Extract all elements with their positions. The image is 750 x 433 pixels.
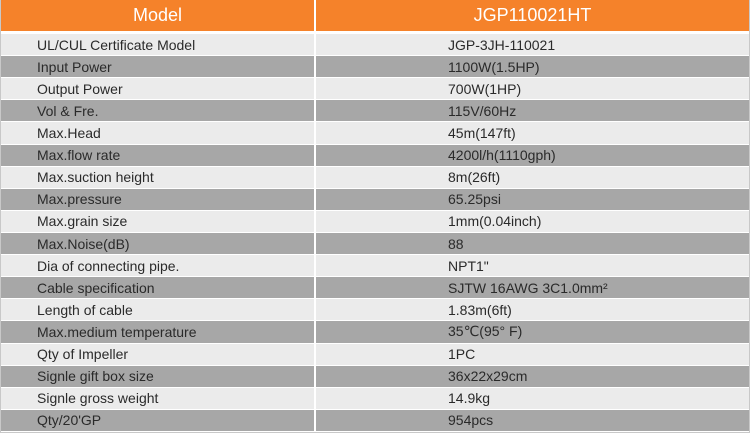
row-value: JGP-3JH-110021 bbox=[448, 36, 556, 53]
table-header-row: Model JGP110021HT bbox=[1, 0, 749, 34]
row-value: 14.9kg bbox=[448, 390, 491, 407]
table-row: Output Power 700W(1HP) bbox=[1, 78, 749, 101]
row-value: 1100W(1.5HP) bbox=[448, 58, 540, 75]
table-row: Qty/20'GP 954pcs bbox=[1, 409, 749, 432]
row-value: 700W(1HP) bbox=[448, 80, 522, 97]
row-label: Qty of Impeller bbox=[1, 343, 316, 365]
row-value: 1.83m(6ft) bbox=[448, 301, 512, 318]
row-label: Signle gift box size bbox=[1, 365, 316, 387]
row-label: Length of cable bbox=[1, 299, 316, 321]
table-row: Qty of Impeller 1PC bbox=[1, 343, 749, 366]
row-label: Vol & Fre. bbox=[1, 100, 316, 122]
table-row: Max.Head 45m(147ft) bbox=[1, 122, 749, 145]
header-label-cell: Model bbox=[1, 0, 316, 31]
row-label: UL/CUL Certificate Model bbox=[1, 34, 316, 56]
row-value: 65.25psi bbox=[448, 191, 501, 208]
row-label: Max.grain size bbox=[1, 210, 316, 232]
table-row: Max.Noise(dB) 88 bbox=[1, 232, 749, 256]
table-row: Signle gross weight 14.9kg bbox=[1, 387, 749, 410]
table-body: UL/CUL Certificate Model JGP-3JH-110021 … bbox=[1, 34, 749, 432]
row-label: Cable specification bbox=[1, 277, 316, 299]
row-label: Signle gross weight bbox=[1, 387, 316, 409]
table-row: Length of cable 1.83m(6ft) bbox=[1, 299, 749, 322]
table-row: Max.grain size 1mm(0.04inch) bbox=[1, 210, 749, 233]
row-label: Qty/20'GP bbox=[1, 409, 316, 431]
row-value: 36x22x29cm bbox=[448, 368, 528, 385]
table-row: Max.medium temperature 35℃(95° F) bbox=[1, 321, 749, 344]
table-row: Cable specification SJTW 16AWG 3C1.0mm² bbox=[1, 277, 749, 300]
row-value: 954pcs bbox=[448, 412, 494, 429]
row-value: 115V/60Hz bbox=[448, 102, 517, 119]
row-value: 88 bbox=[448, 235, 464, 252]
row-value: 35℃(95° F) bbox=[448, 323, 523, 340]
row-value: 45m(147ft) bbox=[448, 124, 516, 141]
header-model-number: JGP110021HT bbox=[473, 5, 592, 25]
row-label: Max.flow rate bbox=[1, 144, 316, 166]
table-row: Max.flow rate 4200l/h(1110gph) bbox=[1, 144, 749, 167]
row-label: Output Power bbox=[1, 78, 316, 100]
table-row: Signle gift box size 36x22x29cm bbox=[1, 365, 749, 388]
row-value: 1mm(0.04inch) bbox=[448, 213, 542, 230]
table-row: Input Power 1100W(1.5HP) bbox=[1, 56, 749, 79]
row-value: 1PC bbox=[448, 346, 476, 363]
row-value: SJTW 16AWG 3C1.0mm² bbox=[448, 279, 608, 296]
row-label: Input Power bbox=[1, 56, 316, 78]
row-label: Max.Noise(dB) bbox=[1, 232, 316, 255]
row-label: Max.suction height bbox=[1, 166, 316, 188]
table-row: UL/CUL Certificate Model JGP-3JH-110021 bbox=[1, 34, 749, 57]
row-label: Max.medium temperature bbox=[1, 321, 316, 343]
row-value: NPT1" bbox=[448, 257, 489, 274]
table-row: Max.suction height 8m(26ft) bbox=[1, 166, 749, 189]
row-label: Dia of connecting pipe. bbox=[1, 255, 316, 277]
table-row: Max.pressure 65.25psi bbox=[1, 188, 749, 211]
row-label: Max.pressure bbox=[1, 188, 316, 210]
row-value: 4200l/h(1110gph) bbox=[448, 147, 556, 164]
row-label: Max.Head bbox=[1, 122, 316, 144]
table-row: Vol & Fre. 115V/60Hz bbox=[1, 100, 749, 123]
row-value: 8m(26ft) bbox=[448, 169, 501, 186]
table-row: Dia of connecting pipe. NPT1" bbox=[1, 255, 749, 278]
